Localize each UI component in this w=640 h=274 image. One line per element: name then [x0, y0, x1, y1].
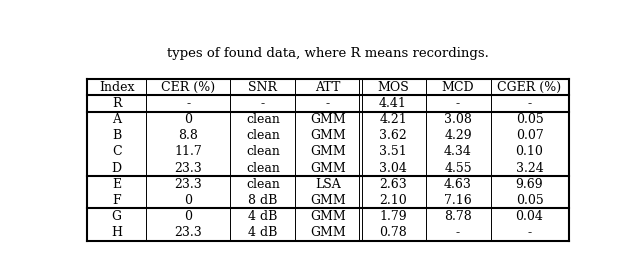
Text: -: - [261, 97, 265, 110]
Text: CGER (%): CGER (%) [497, 81, 562, 94]
Text: 8.8: 8.8 [179, 129, 198, 142]
Text: E: E [112, 178, 121, 191]
Text: Index: Index [99, 81, 134, 94]
Text: D: D [111, 162, 122, 175]
Text: 3.62: 3.62 [379, 129, 407, 142]
Text: 9.69: 9.69 [516, 178, 543, 191]
Text: 0.78: 0.78 [379, 226, 407, 239]
Text: 4 dB: 4 dB [248, 226, 278, 239]
Text: 0: 0 [184, 194, 192, 207]
Text: clean: clean [246, 162, 280, 175]
Text: clean: clean [246, 178, 280, 191]
Text: 1.79: 1.79 [380, 210, 407, 223]
Text: 0: 0 [184, 113, 192, 126]
Text: -: - [456, 226, 460, 239]
Text: -: - [456, 97, 460, 110]
Text: 8.78: 8.78 [444, 210, 472, 223]
Text: 4.29: 4.29 [444, 129, 472, 142]
Text: 4.21: 4.21 [379, 113, 407, 126]
Text: -: - [527, 97, 532, 110]
Text: GMM: GMM [310, 113, 346, 126]
Text: 3.24: 3.24 [516, 162, 543, 175]
Text: 11.7: 11.7 [174, 145, 202, 158]
Text: 0.05: 0.05 [516, 194, 543, 207]
Text: types of found data, where R means recordings.: types of found data, where R means recor… [167, 47, 489, 61]
Text: 23.3: 23.3 [174, 162, 202, 175]
Text: H: H [111, 226, 122, 239]
Text: GMM: GMM [310, 194, 346, 207]
Text: MCD: MCD [442, 81, 474, 94]
Text: ATT: ATT [316, 81, 340, 94]
Text: 2.63: 2.63 [379, 178, 407, 191]
Text: 4.41: 4.41 [379, 97, 407, 110]
Text: 4.63: 4.63 [444, 178, 472, 191]
Text: GMM: GMM [310, 129, 346, 142]
Text: R: R [112, 97, 122, 110]
Text: 0: 0 [184, 210, 192, 223]
Text: -: - [326, 97, 330, 110]
Text: GMM: GMM [310, 210, 346, 223]
Text: -: - [186, 97, 190, 110]
Text: 8 dB: 8 dB [248, 194, 278, 207]
Text: MOS: MOS [377, 81, 409, 94]
Text: 4.34: 4.34 [444, 145, 472, 158]
Text: G: G [112, 210, 122, 223]
Text: clean: clean [246, 113, 280, 126]
Text: 0.05: 0.05 [516, 113, 543, 126]
Text: GMM: GMM [310, 226, 346, 239]
Text: 3.04: 3.04 [379, 162, 407, 175]
Text: A: A [112, 113, 121, 126]
Text: 0.07: 0.07 [516, 129, 543, 142]
Text: 4 dB: 4 dB [248, 210, 278, 223]
Text: C: C [112, 145, 122, 158]
Text: 2.10: 2.10 [379, 194, 407, 207]
Text: 0.10: 0.10 [516, 145, 543, 158]
Text: 23.3: 23.3 [174, 226, 202, 239]
Text: clean: clean [246, 129, 280, 142]
Text: 23.3: 23.3 [174, 178, 202, 191]
Text: CER (%): CER (%) [161, 81, 215, 94]
Text: 3.51: 3.51 [379, 145, 407, 158]
Text: GMM: GMM [310, 145, 346, 158]
Text: GMM: GMM [310, 162, 346, 175]
Text: 7.16: 7.16 [444, 194, 472, 207]
Text: SNR: SNR [248, 81, 278, 94]
Text: -: - [527, 226, 532, 239]
Text: clean: clean [246, 145, 280, 158]
Text: 0.04: 0.04 [516, 210, 543, 223]
Text: 4.55: 4.55 [444, 162, 472, 175]
Text: 3.08: 3.08 [444, 113, 472, 126]
Text: B: B [112, 129, 122, 142]
Text: F: F [113, 194, 121, 207]
Text: LSA: LSA [315, 178, 341, 191]
